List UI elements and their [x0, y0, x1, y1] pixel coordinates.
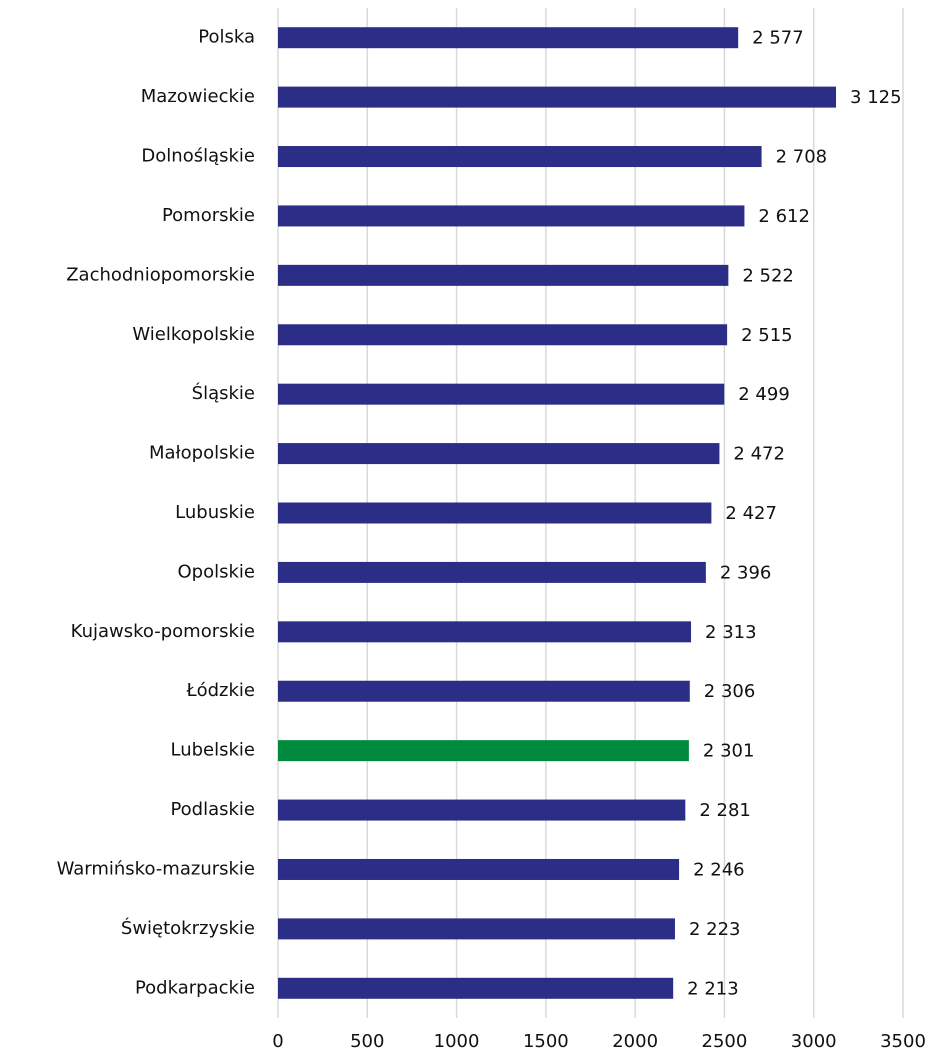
category-label: Wielkopolskie: [132, 324, 255, 345]
bar: [278, 621, 692, 643]
x-tick-label: 1000: [434, 1031, 480, 1052]
bar: [278, 858, 680, 880]
value-label: 2 396: [720, 562, 772, 583]
category-label: Lubelskie: [171, 740, 256, 761]
value-label: 2 213: [687, 978, 739, 999]
bar: [278, 264, 729, 286]
category-label: Mazowieckie: [141, 86, 255, 107]
bar: [278, 740, 689, 762]
value-label: 2 472: [733, 444, 785, 465]
value-label: 2 281: [699, 800, 751, 821]
bar: [278, 977, 674, 999]
bar: [278, 443, 720, 465]
bar: [278, 680, 690, 702]
category-label: Zachodniopomorskie: [66, 264, 255, 285]
value-label: 2 708: [776, 147, 828, 168]
category-label: Pomorskie: [162, 205, 255, 226]
category-label: Opolskie: [178, 561, 255, 582]
value-label: 2 577: [752, 28, 804, 49]
category-label: Śląskie: [192, 382, 255, 404]
value-label: 3 125: [850, 87, 902, 108]
category-label: Lubuskie: [175, 502, 255, 523]
bar: [278, 27, 739, 49]
bar: [278, 146, 762, 168]
category-label: Łódzkie: [185, 680, 255, 701]
x-tick-label: 1500: [523, 1031, 569, 1052]
value-label: 2 223: [689, 919, 741, 940]
bar: [278, 799, 686, 821]
category-label: Warmińsko-mazurskie: [57, 858, 255, 879]
category-label: Dolnośląskie: [141, 146, 255, 167]
value-label: 2 313: [705, 622, 757, 643]
bar: [278, 502, 712, 524]
x-tick-label: 3500: [880, 1031, 926, 1052]
x-tick-label: 0: [272, 1031, 283, 1052]
value-label: 2 499: [738, 384, 790, 405]
x-tick-label: 500: [350, 1031, 384, 1052]
bar: [278, 324, 728, 346]
value-label: 2 246: [693, 859, 745, 880]
x-tick-label: 2500: [702, 1031, 748, 1052]
value-label: 2 612: [758, 206, 810, 227]
bar: [278, 383, 725, 405]
value-label: 2 427: [725, 503, 777, 524]
bar: [278, 561, 706, 583]
category-label: Podlaskie: [170, 799, 255, 820]
x-tick-label: 2000: [612, 1031, 658, 1052]
category-label: Małopolskie: [149, 443, 255, 464]
category-label: Podkarpackie: [135, 977, 255, 998]
value-label: 2 522: [742, 265, 794, 286]
value-label: 2 515: [741, 325, 793, 346]
x-tick-label: 3000: [791, 1031, 837, 1052]
category-label: Kujawsko-pomorskie: [71, 621, 255, 642]
value-label: 2 306: [704, 681, 756, 702]
bar: [278, 918, 675, 940]
bar: [278, 86, 837, 108]
value-label: 2 301: [703, 741, 755, 762]
bar: [278, 205, 745, 227]
category-label: Polska: [198, 27, 255, 48]
category-label: Świętokrzyskie: [121, 917, 255, 939]
